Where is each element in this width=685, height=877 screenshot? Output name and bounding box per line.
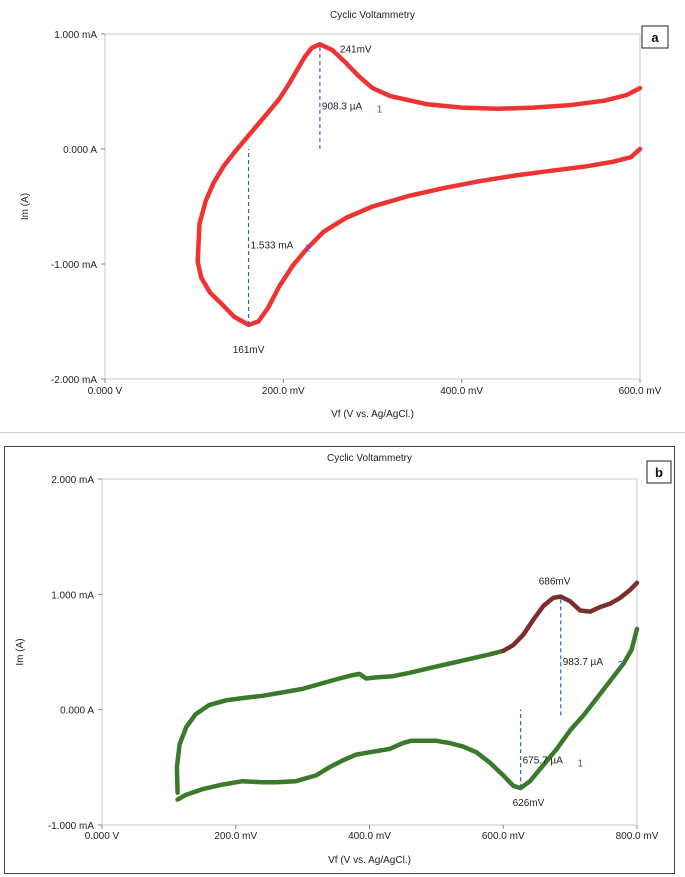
cv-series-line	[174, 648, 506, 795]
cv-series-line	[175, 626, 640, 802]
plot-area	[101, 478, 638, 826]
y-tick-label: 0.000 A	[63, 145, 97, 156]
peak-number-marker: 2	[305, 243, 311, 254]
peak-current-label: 908.3 µA	[322, 101, 363, 112]
cv-series-line	[501, 580, 640, 654]
peak-number-marker: 1	[577, 758, 583, 769]
y-tick-label: 2.000 mA	[51, 475, 94, 486]
x-tick-label: 200.0 mV	[262, 386, 305, 397]
panel-label-box	[646, 460, 672, 484]
x-tick-label: 600.0 mV	[619, 386, 662, 397]
panel-label: a	[651, 30, 659, 45]
x-axis-label: Vf (V vs. Ag/AgCl.)	[328, 855, 411, 866]
chart-title: Cyclic Voltammetry	[330, 10, 415, 21]
x-tick-label: 200.0 mV	[214, 831, 257, 842]
y-tick-label: -2.000 mA	[51, 375, 97, 386]
peak-current-label: 675.7 µA	[523, 755, 564, 766]
cv-chart-b: Cyclic Voltammetry b 2.000 mA 1.000 mA 0.000…	[15, 453, 672, 866]
cv-series-line	[195, 42, 643, 328]
peak-potential-label: 686mV	[539, 577, 571, 588]
x-tick-label: 600.0 mV	[482, 831, 525, 842]
y-tick-label: -1.000 mA	[48, 821, 94, 832]
y-tick-label: 1.000 mA	[51, 590, 94, 601]
peak-current-label: 1.533 mA	[251, 240, 294, 251]
y-tick-label: 1.000 mA	[54, 30, 97, 41]
panel-label-box	[641, 25, 669, 49]
y-tick-label: -1.000 mA	[51, 260, 97, 271]
peak-current-label: 983.7 µA	[563, 657, 604, 668]
peak-potential-label: 626mV	[513, 798, 545, 809]
chart-title: Cyclic Voltammetry	[327, 453, 412, 464]
x-tick-label: 0.000 V	[88, 386, 123, 397]
x-tick-label: 400.0 mV	[440, 386, 483, 397]
panel-label: b	[655, 465, 663, 480]
x-tick-label: 0.000 V	[85, 831, 120, 842]
panel-divider	[0, 432, 685, 433]
chart-panel-a: Cyclic Voltammetry a 1.000 mA 0.000 A -1.000…	[4, 2, 675, 425]
peak-number-marker: 2	[618, 660, 624, 671]
y-tick-label: 0.000 A	[60, 706, 94, 717]
y-axis-label: Im (A)	[15, 638, 26, 665]
peak-potential-label: 241mV	[340, 44, 372, 55]
x-axis-label: Vf (V vs. Ag/AgCl.)	[331, 409, 414, 420]
peak-potential-label: 161mV	[233, 345, 265, 356]
cv-chart-a: Cyclic Voltammetry a 1.000 mA 0.000 A -1.000…	[20, 10, 669, 420]
y-axis-label: Im (A)	[20, 193, 31, 220]
x-tick-label: 400.0 mV	[348, 831, 391, 842]
peak-number-marker: 1	[377, 104, 383, 115]
chart-panel-b: Cyclic Voltammetry b 2.000 mA 1.000 mA 0.000…	[4, 446, 675, 874]
x-tick-label: 800.0 mV	[616, 831, 659, 842]
plot-area	[104, 33, 641, 380]
